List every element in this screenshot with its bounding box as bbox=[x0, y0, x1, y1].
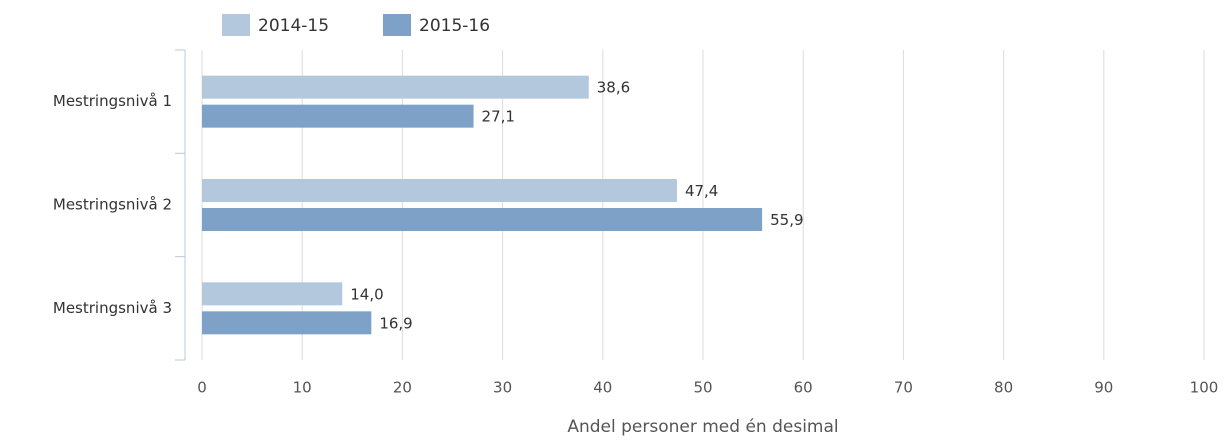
x-tick-label: 60 bbox=[794, 379, 813, 397]
x-tick-label: 70 bbox=[894, 379, 913, 397]
x-tick-label: 80 bbox=[994, 379, 1013, 397]
legend-swatch bbox=[222, 14, 250, 36]
value-label: 16,9 bbox=[379, 314, 412, 332]
value-label: 14,0 bbox=[350, 285, 383, 303]
x-tick-label: 50 bbox=[693, 379, 712, 397]
bar bbox=[202, 208, 763, 231]
x-tick-label: 20 bbox=[393, 379, 412, 397]
x-axis-label: Andel personer med én desimal bbox=[567, 417, 838, 437]
y-tick-label: Mestringsnivå 1 bbox=[53, 92, 172, 110]
y-tick-label: Mestringsnivå 3 bbox=[53, 299, 172, 317]
value-label: 38,6 bbox=[597, 79, 630, 97]
x-tick-label: 0 bbox=[197, 379, 207, 397]
x-tick-label: 40 bbox=[593, 379, 612, 397]
legend-label: 2015-16 bbox=[419, 16, 490, 36]
bar bbox=[202, 311, 372, 335]
value-label: 47,4 bbox=[685, 182, 718, 200]
value-label: 27,1 bbox=[482, 108, 515, 126]
y-tick-label: Mestringsnivå 2 bbox=[53, 196, 172, 214]
x-tick-label: 10 bbox=[293, 379, 312, 397]
legend-label: 2014-15 bbox=[258, 16, 329, 36]
x-tick-label: 100 bbox=[1190, 379, 1219, 397]
bar bbox=[202, 179, 677, 202]
x-tick-label: 30 bbox=[493, 379, 512, 397]
bar bbox=[202, 75, 589, 99]
value-label: 55,9 bbox=[770, 211, 803, 229]
bar bbox=[202, 282, 343, 306]
bar bbox=[202, 104, 474, 128]
x-tick-label: 90 bbox=[1094, 379, 1113, 397]
legend-swatch bbox=[383, 14, 411, 36]
